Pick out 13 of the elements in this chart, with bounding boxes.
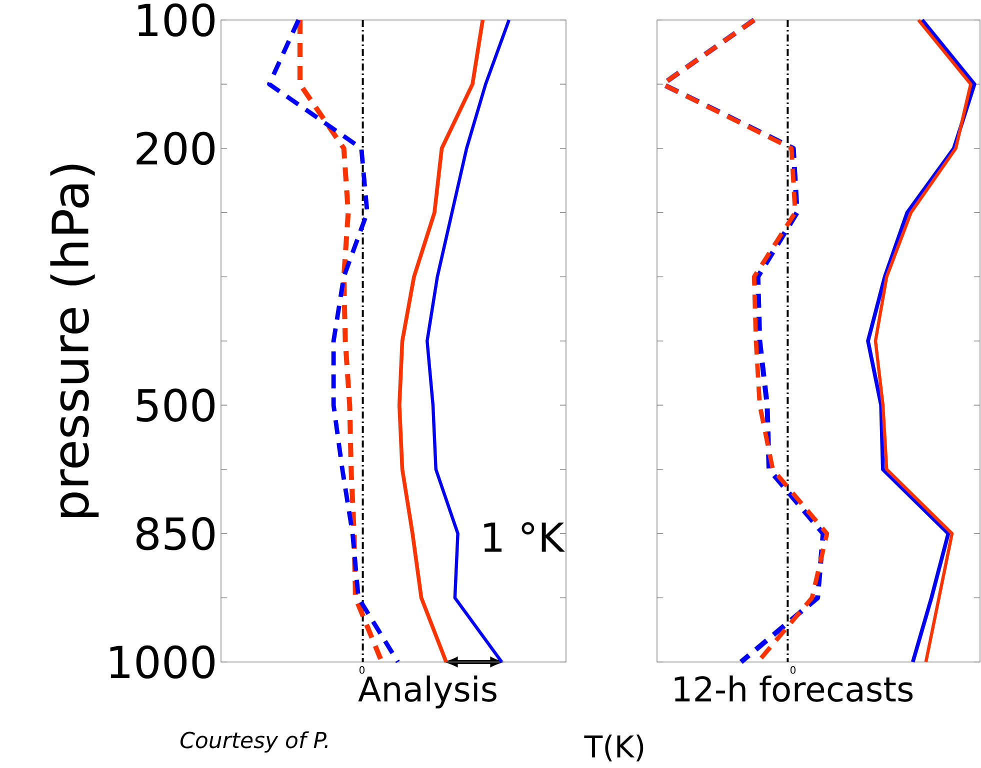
text: Courtesy of P. <box>180 731 328 753</box>
y-tick-label: 100 <box>138 3 215 37</box>
x-axis-title: 12-h forecasts <box>674 676 913 702</box>
y-tick-label: 1000 <box>110 645 215 679</box>
text: T(K) <box>584 734 644 762</box>
annotation: 1 °K <box>484 522 565 552</box>
y-tick-label: 500 <box>136 388 215 422</box>
y-tick-label: 850 <box>136 516 215 550</box>
x-axis-title: Analysis <box>358 676 496 708</box>
y-tick-label: 200 <box>136 132 215 166</box>
text: 0 <box>790 666 796 674</box>
text: 0 <box>359 666 365 674</box>
y-axis-title: pressure (hPa) <box>50 164 99 517</box>
